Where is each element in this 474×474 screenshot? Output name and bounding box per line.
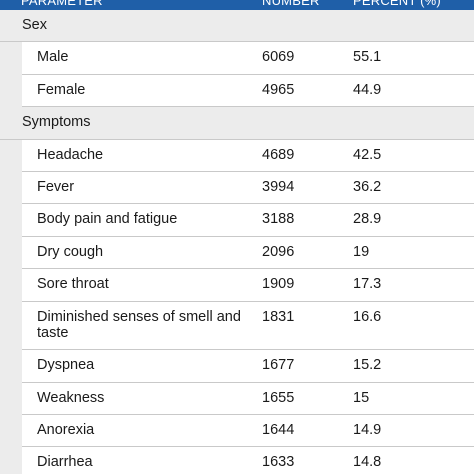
table-row: Headache 4689 42.5: [0, 139, 474, 173]
table-row: Diarrhea 1633 14.8: [0, 447, 474, 474]
row-label: Female: [37, 81, 86, 98]
row-number: 6069: [262, 49, 295, 66]
table-row: Diminished senses of smell and taste 183…: [0, 301, 474, 351]
table-row: Male 6069 55.1: [0, 42, 474, 76]
row-percent: 14.9: [353, 421, 382, 438]
table-row: Body pain and fatigue 3188 28.9: [0, 204, 474, 238]
table-header: PARAMETER NUMBER PERCENT (%): [0, 0, 474, 10]
section-title: Symptoms: [22, 114, 91, 131]
row-number: 1677: [262, 357, 295, 374]
row-percent: 19: [353, 243, 370, 260]
table-row: Dry cough 2096 19: [0, 236, 474, 270]
row-label: Fever: [37, 178, 75, 195]
table-row: Anorexia 1644 14.9: [0, 414, 474, 448]
row-percent: 55.1: [353, 49, 382, 66]
table-row: Weakness 1655 15: [0, 382, 474, 416]
row-number: 1644: [262, 421, 295, 438]
row-number: 1633: [262, 454, 295, 471]
row-label: Diminished senses of smell and taste: [37, 308, 241, 341]
section-row-sex: Sex: [0, 10, 474, 43]
row-number: 1909: [262, 276, 295, 293]
section-row-symptoms: Symptoms: [0, 107, 474, 140]
row-number: 1655: [262, 389, 295, 406]
row-label: Sore throat: [37, 276, 109, 293]
header-parameter: PARAMETER: [21, 0, 103, 8]
row-label: Weakness: [37, 389, 105, 406]
table-row: Female 4965 44.9: [0, 74, 474, 108]
row-number: 2096: [262, 243, 295, 260]
row-percent: 36.2: [353, 178, 382, 195]
row-percent: 42.5: [353, 146, 382, 163]
section-title: Sex: [22, 17, 47, 33]
row-label: Headache: [37, 146, 104, 163]
row-label: Male: [37, 49, 69, 66]
row-percent: 15: [353, 389, 370, 406]
header-percent: PERCENT (%): [353, 0, 441, 8]
row-number: 1831: [262, 308, 295, 325]
table-row: Sore throat 1909 17.3: [0, 269, 474, 302]
row-label: Dyspnea: [37, 357, 95, 374]
table-row: Fever 3994 36.2: [0, 171, 474, 205]
row-label: Diarrhea: [37, 454, 93, 471]
row-percent: 28.9: [353, 211, 382, 228]
row-percent: 15.2: [353, 357, 382, 374]
row-label: Anorexia: [37, 421, 95, 438]
row-label: Body pain and fatigue: [37, 211, 178, 228]
row-number: 3994: [262, 178, 295, 195]
row-number: 4965: [262, 81, 295, 98]
row-percent: 17.3: [353, 276, 382, 293]
row-percent: 16.6: [353, 308, 382, 325]
header-number: NUMBER: [262, 0, 320, 8]
row-number: 4689: [262, 146, 295, 163]
row-percent: 44.9: [353, 81, 382, 98]
row-percent: 14.8: [353, 454, 382, 471]
table-row: Dyspnea 1677 15.2: [0, 350, 474, 383]
row-label: Dry cough: [37, 243, 104, 260]
row-number: 3188: [262, 211, 295, 228]
